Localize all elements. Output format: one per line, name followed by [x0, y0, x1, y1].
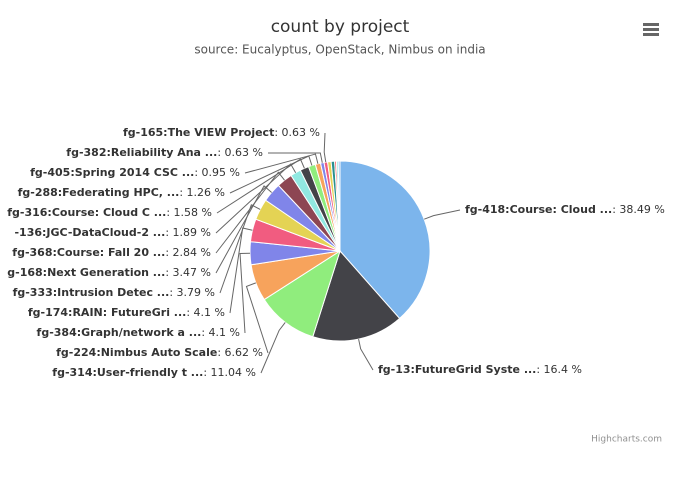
pie-slice [312, 250, 401, 342]
data-label-name: fg-13:FutureGrid Syste ... [378, 363, 536, 376]
connector [215, 171, 285, 254]
data-label-value: : 0.63 % [217, 146, 263, 159]
data-label-name: fg-314:User-friendly t ... [52, 366, 203, 379]
data-label-name: fg-368:Course: Fall 20 ... [12, 246, 165, 259]
data-label-value: : 6.62 % [217, 346, 263, 359]
pie-slice [337, 160, 341, 252]
data-label: g-168:Next Generation ...: 3.47 % [7, 266, 211, 279]
connector [267, 152, 323, 163]
data-label: fg-405:Spring 2014 CSC ...: 0.95 % [30, 166, 240, 179]
connector [215, 185, 272, 274]
data-label-value: : 38.49 % [612, 203, 665, 216]
data-label: fg-288:Federating HPC, ...: 1.26 % [18, 186, 225, 199]
data-label-name: fg-316:Course: Cloud C ... [7, 206, 166, 219]
data-label: fg-368:Course: Fall 20 ...: 2.84 % [12, 246, 211, 259]
data-label-value: : 1.89 % [165, 226, 211, 239]
data-label: fg-384:Graph/network a ...: 4.1 % [37, 326, 240, 339]
data-label-name: fg-165:The VIEW Project [123, 126, 274, 139]
data-label-value: : 4.1 % [186, 306, 225, 319]
data-label-value: : 11.04 % [203, 366, 256, 379]
data-label-value: : 2.84 % [165, 246, 211, 259]
data-label: fg-13:FutureGrid Syste ...: 16.4 % [378, 363, 582, 376]
data-label-name: -136:JGC-DataCloud-2 ... [14, 226, 165, 239]
data-label-value: : 1.26 % [179, 186, 225, 199]
data-label-value: : 0.95 % [194, 166, 240, 179]
menu-button[interactable] [636, 16, 666, 42]
data-label-value: : 4.1 % [201, 326, 240, 339]
data-label-value: : 3.79 % [169, 286, 215, 299]
data-label: fg-165:The VIEW Project: 0.63 % [123, 126, 320, 139]
data-label-name: fg-405:Spring 2014 CSC ... [30, 166, 194, 179]
data-label-value: : 0.63 % [274, 126, 320, 139]
data-label-name: fg-382:Reliability Ana ... [66, 146, 217, 159]
labels: fg-418:Course: Cloud ...: 38.49 % fg-13:F… [7, 126, 665, 379]
connector [216, 158, 305, 214]
slices [249, 160, 431, 342]
connector [244, 153, 319, 174]
menu-icon[interactable] [643, 23, 659, 36]
data-label-name: fg-333:Intrusion Detec ... [13, 286, 170, 299]
connector [245, 282, 269, 354]
data-label: fg-382:Reliability Ana ...: 0.63 % [66, 146, 263, 159]
chart-title: count by project [271, 17, 410, 37]
connector [358, 338, 374, 371]
data-label: fg-224:Nimbus Auto Scale: 6.62 % [56, 346, 263, 359]
data-label: fg-174:RAIN: FutureGri ...: 4.1 % [28, 306, 225, 319]
data-label-name: fg-224:Nimbus Auto Scale [56, 346, 217, 359]
connector [219, 204, 261, 294]
data-label-name: fg-174:RAIN: FutureGri ... [28, 306, 186, 319]
data-label-name: fg-418:Course: Cloud ... [465, 203, 612, 216]
data-label: fg-418:Course: Cloud ...: 38.49 % [465, 203, 665, 216]
data-label: fg-314:User-friendly t ...: 11.04 % [52, 366, 256, 379]
connector [260, 322, 286, 374]
chart-subtitle: source: Eucalyptus, OpenStack, Nimbus on… [194, 43, 485, 57]
data-label-value: : 3.47 % [165, 266, 211, 279]
data-label-name: g-168:Next Generation ... [7, 266, 165, 279]
data-label-value: : 16.4 % [536, 363, 582, 376]
connector [424, 209, 461, 220]
data-label-name: fg-384:Graph/network a ... [37, 326, 202, 339]
data-label: -136:JGC-DataCloud-2 ...: 1.89 % [14, 226, 211, 239]
connector [323, 132, 327, 163]
data-label-name: fg-288:Federating HPC, ... [18, 186, 180, 199]
connector [239, 252, 251, 334]
data-label-value: : 1.58 % [166, 206, 212, 219]
credits[interactable]: Highcharts.com [591, 435, 662, 445]
data-label: fg-333:Intrusion Detec ...: 3.79 % [13, 286, 215, 299]
data-label: fg-316:Course: Cloud C ...: 1.58 % [7, 206, 212, 219]
